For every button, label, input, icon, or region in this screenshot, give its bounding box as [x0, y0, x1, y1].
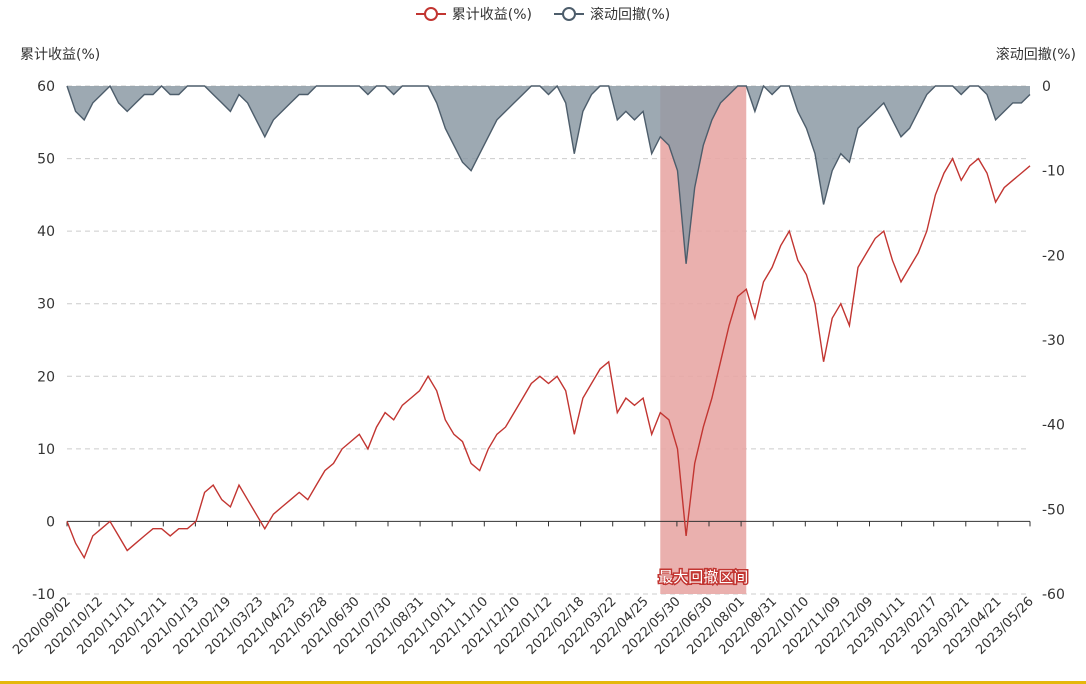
legend-item-drawdown[interactable]: 滚动回撤(%) [554, 4, 670, 24]
y-tick-left: 30 [37, 297, 55, 313]
bottom-border [0, 681, 1086, 684]
legend-item-cumulative-return[interactable]: 累计收益(%) [415, 4, 532, 24]
y-tick-left: 10 [37, 442, 55, 458]
y-tick-left: 50 [37, 152, 55, 168]
y-tick-left: 60 [37, 79, 55, 95]
max-drawdown-label: 最大回撤区间 [658, 568, 748, 586]
y-tick-right: -50 [1042, 502, 1065, 518]
y-tick-right: 0 [1042, 79, 1051, 95]
y-tick-left: 0 [46, 514, 55, 530]
y-tick-right: -60 [1042, 587, 1065, 603]
cumulative-return-line [66, 157, 1031, 560]
y-tick-right: -40 [1042, 418, 1065, 434]
legend-line-circle-icon [554, 7, 584, 21]
y-tick-left: 20 [37, 369, 55, 385]
legend-line-circle-icon [415, 7, 446, 21]
y-tick-right: -20 [1042, 248, 1065, 264]
y-tick-right: -10 [1042, 164, 1065, 180]
legend-label-cumulative-return: 累计收益(%) [451, 7, 532, 23]
max-drawdown-band [660, 86, 747, 594]
y-axis-right-title: 滚动回撤(%) [995, 47, 1076, 63]
y-tick-left: 40 [37, 224, 55, 240]
y-axis-left-title: 累计收益(%) [20, 47, 101, 63]
legend-label-drawdown: 滚动回撤(%) [590, 7, 671, 23]
legend: 累计收益(%) 滚动回撤(%) [0, 4, 1086, 24]
drawdown-line [66, 84, 1031, 264]
y-tick-left: -10 [32, 587, 55, 603]
y-tick-right: -30 [1042, 333, 1065, 349]
